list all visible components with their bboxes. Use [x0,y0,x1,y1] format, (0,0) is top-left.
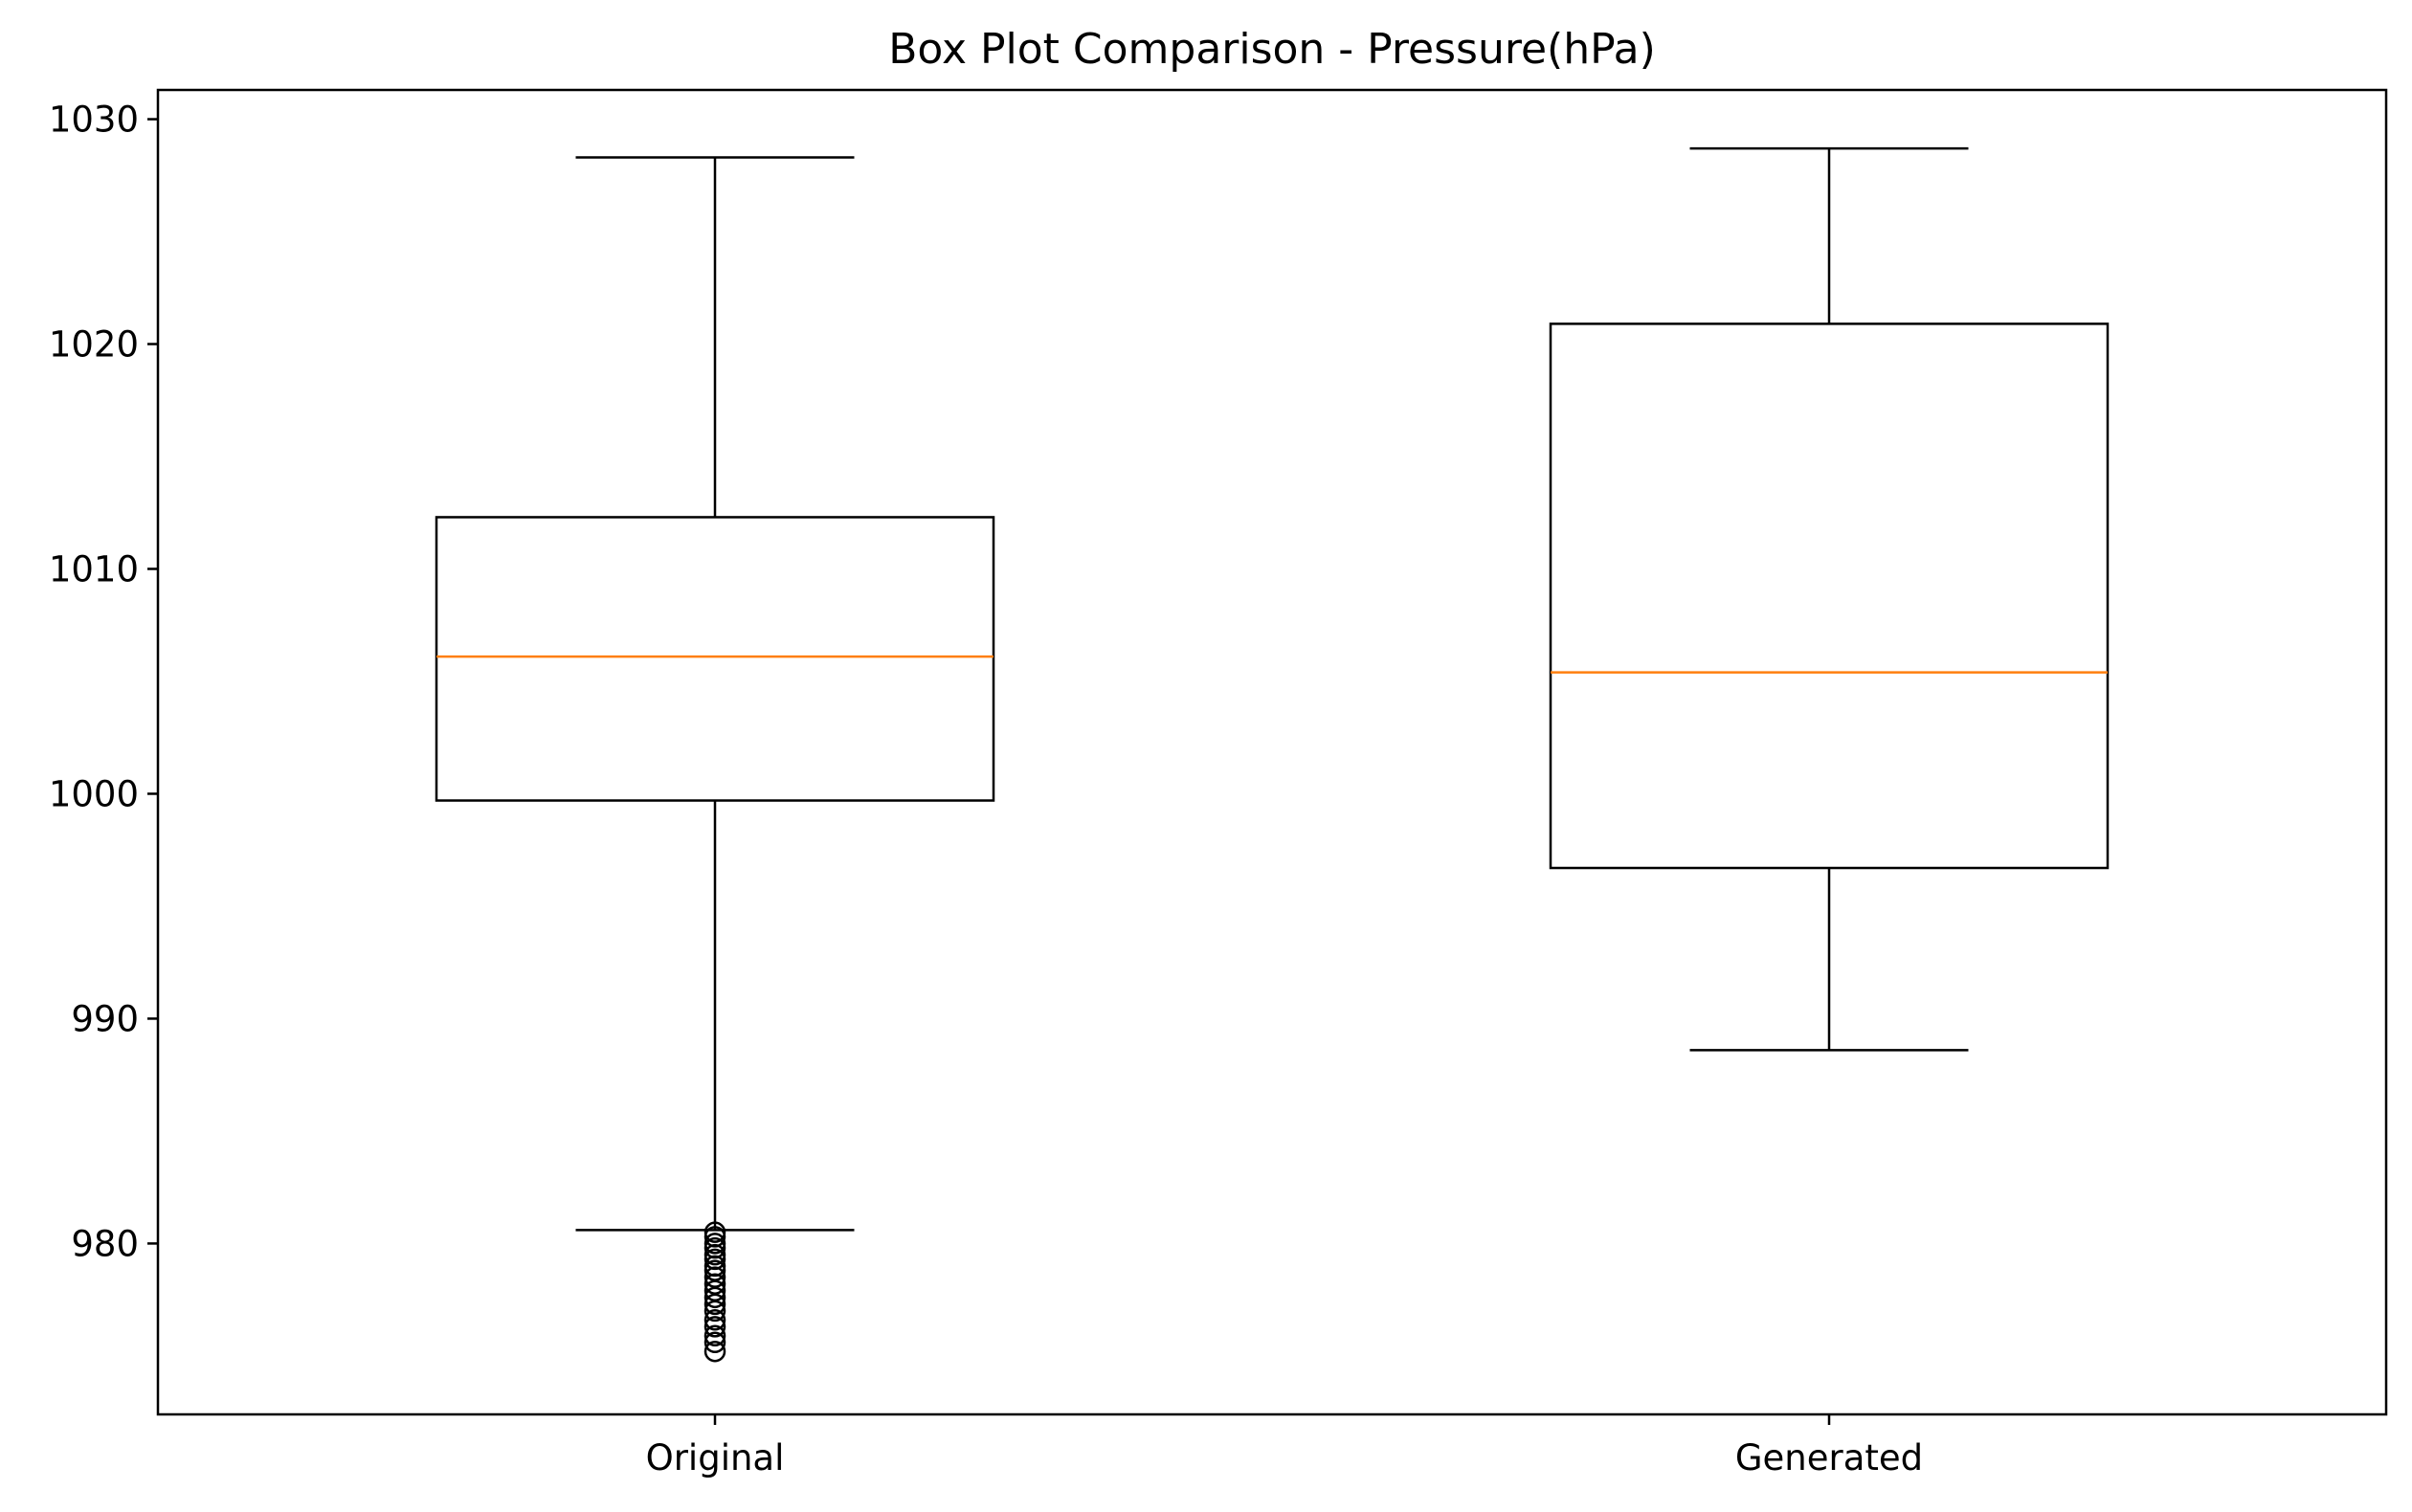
outlier-point [704,1300,726,1323]
y-tick-label: 1000 [49,773,139,814]
outlier-point [704,1340,726,1363]
chart-title: Box Plot Comparison - Pressure(hPa) [888,25,1656,74]
box-generated [1549,146,2110,1052]
y-tick-label: 1030 [49,100,139,141]
y-tick-label: 990 [71,998,139,1039]
outlier-point [704,1331,726,1354]
outlier-point [704,1286,726,1309]
x-axis: Original Generated [646,1414,1923,1479]
plot-frame [156,88,2388,1416]
outlier-point [704,1293,726,1316]
x-tick-label: Original [646,1437,785,1479]
x-tick-label: Generated [1735,1437,1923,1479]
y-tick-label: 1020 [49,324,139,366]
outlier-point [704,1316,726,1338]
iqr-box [435,516,995,802]
y-axis: 980 990 1000 1010 1020 1030 [49,100,158,1264]
box-original [435,156,995,1363]
iqr-box [1549,322,2110,870]
y-tick-label: 1010 [49,548,139,589]
boxes [435,146,2110,1363]
y-tick-label: 980 [71,1223,139,1264]
outlier-point [704,1309,726,1331]
outlier-point [704,1324,726,1347]
